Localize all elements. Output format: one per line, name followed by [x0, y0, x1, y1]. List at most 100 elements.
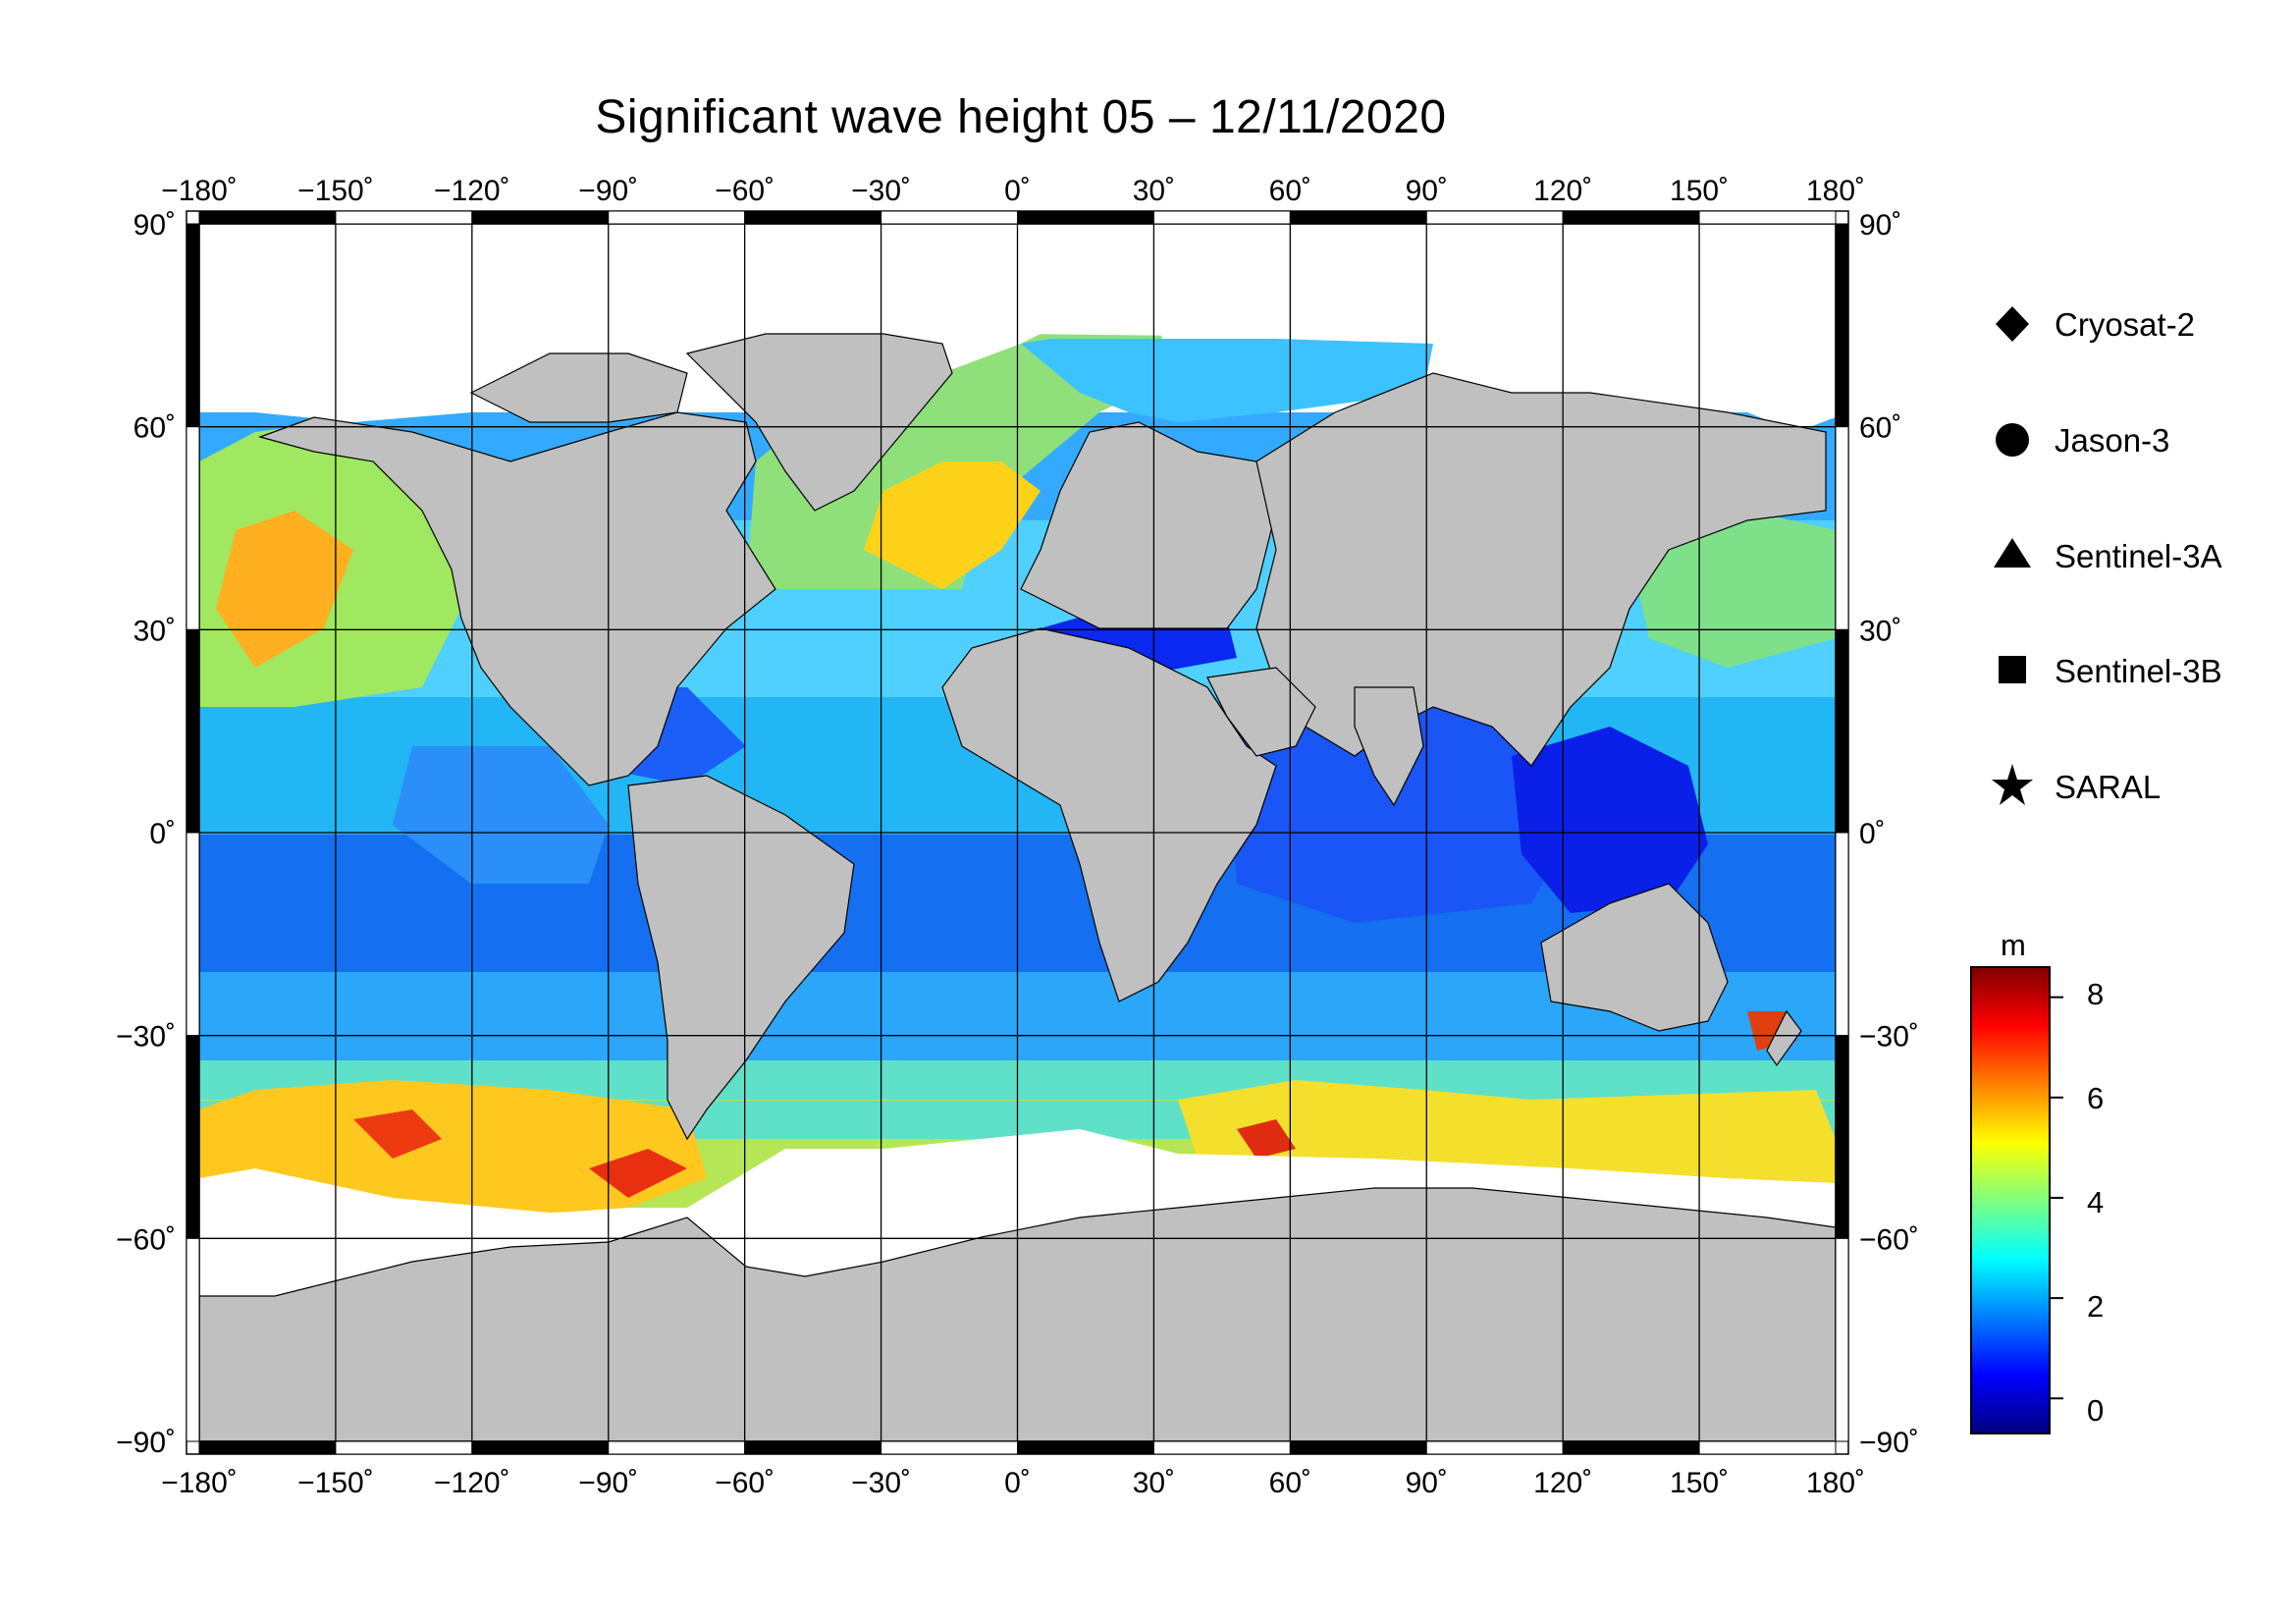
australia [1540, 883, 1729, 1032]
colorbar-unit: m [2001, 928, 2026, 962]
frame-bar-top [1289, 210, 1427, 225]
lon-tick-label-top: −120˚ [434, 175, 510, 207]
frame-bar-left [186, 1237, 200, 1442]
lon-tick-label-bottom: −60˚ [715, 1467, 774, 1499]
lat-tick-label-left: 0˚ [149, 818, 176, 850]
lon-tick-label-top: 90˚ [1406, 175, 1448, 207]
frame-bar-right [1835, 223, 1849, 428]
canadian-archipelago [469, 352, 688, 423]
frame-bar-right [1835, 1237, 1849, 1442]
frame-bar-top [335, 210, 473, 225]
lon-tick-label-top: −60˚ [715, 175, 774, 207]
lat-tick-label-right: −30˚ [1859, 1021, 1919, 1054]
frame-bar-left [186, 832, 200, 1037]
lon-tick-label-top: 180˚ [1806, 175, 1865, 207]
lon-tick-label-bottom: −120˚ [434, 1467, 510, 1499]
frame-bar-left [186, 628, 200, 834]
map-frame [186, 210, 1849, 1455]
indian-ocean-calm [1227, 707, 1571, 923]
greenland [685, 333, 953, 512]
lon-tick-label-bottom: 150˚ [1670, 1467, 1729, 1499]
colorbar-tick-6: 6 [2087, 1081, 2105, 1115]
north-atlantic-peak [864, 461, 1041, 589]
frame-bar-top [881, 210, 1018, 225]
lon-tick-label-bottom: −90˚ [578, 1467, 638, 1499]
frame-bar-top [1698, 210, 1837, 225]
colorbar [1970, 966, 2051, 1434]
colorbar-ticks [2050, 996, 2063, 1400]
africa [941, 627, 1277, 1002]
frame-bar-top [1425, 210, 1564, 225]
lon-tick-label-top: 120˚ [1533, 175, 1592, 207]
lon-tick-label-top: 0˚ [1004, 175, 1031, 207]
lat-tick-label-right: 90˚ [1859, 209, 1901, 242]
frame-bar-right [1835, 832, 1849, 1037]
frame-bar-bottom [471, 1440, 610, 1455]
lat-tick-label-left: 90˚ [133, 209, 176, 242]
legend-label-sentinel3b: Sentinel-3B [2055, 653, 2222, 689]
frame-bar-top [744, 210, 882, 225]
lon-tick-label-bottom: 180˚ [1806, 1467, 1865, 1499]
north-america [258, 411, 776, 786]
norwegian-sea-swell [1021, 339, 1433, 422]
lat-tick-label-right: −60˚ [1859, 1223, 1919, 1256]
sentinel3b-square-icon [1999, 656, 2026, 683]
frame-bar-top [471, 210, 610, 225]
frame-bar-bottom [1562, 1440, 1700, 1455]
lat-tick-label-right: 60˚ [1859, 412, 1901, 445]
legend-label-saral: SARAL [2055, 769, 2162, 805]
frame-bar-bottom [1017, 1440, 1154, 1455]
southern-ocean-red-2 [589, 1149, 687, 1198]
lon-tick-label-top: 150˚ [1670, 175, 1729, 207]
lon-tick-label-bottom: −150˚ [297, 1467, 374, 1499]
lat-tick-label-right: 0˚ [1859, 818, 1886, 850]
legend-markers [1992, 306, 2033, 805]
sentinel3a-triangle-icon [1994, 538, 2031, 568]
southern-ocean-peak-pacific [199, 1080, 707, 1217]
lat-tick-label-right: 30˚ [1859, 615, 1901, 647]
frame-bar-bottom [744, 1440, 882, 1455]
frame-bar-bottom [1152, 1440, 1291, 1455]
colorbar-tick-2: 2 [2087, 1289, 2105, 1324]
nw-pacific-swell [1629, 511, 1836, 668]
lon-tick-label-bottom: 90˚ [1406, 1467, 1448, 1499]
legend-label-jason: Jason-3 [2055, 422, 2170, 459]
colorbar-tick-0: 0 [2087, 1393, 2105, 1428]
indonesian-seas-calm [1512, 727, 1708, 913]
north-pacific-peak [216, 511, 353, 668]
lat-tick-label-left: −30˚ [116, 1021, 176, 1054]
frame-bar-left [186, 223, 200, 428]
india [1354, 686, 1424, 807]
lon-tick-label-top: −90˚ [578, 175, 638, 207]
frame-bar-bottom [198, 1440, 337, 1455]
east-pacific-calm [393, 746, 609, 884]
lon-tick-label-top: 60˚ [1269, 175, 1311, 207]
lat-tick-label-left: −60˚ [116, 1223, 176, 1256]
colorbar-tick-8: 8 [2087, 977, 2105, 1011]
frame-bar-top [1017, 210, 1154, 225]
lat-tick-label-left: 60˚ [133, 412, 176, 445]
frame-bar-right [1835, 628, 1849, 834]
frame-bar-bottom [1289, 1440, 1427, 1455]
saral-star-icon [1992, 764, 2033, 805]
frame-bar-right [1835, 426, 1849, 630]
lon-tick-label-top: −150˚ [297, 175, 374, 207]
southern-ocean-red-1 [353, 1109, 442, 1159]
south-america [627, 775, 855, 1141]
legend-label-sentinel3a: Sentinel-3A [2055, 538, 2222, 574]
lon-tick-label-top: −180˚ [161, 175, 238, 207]
lon-tick-label-top: −30˚ [851, 175, 911, 207]
lon-tick-label-bottom: 120˚ [1533, 1467, 1592, 1499]
lon-tick-label-bottom: −30˚ [851, 1467, 911, 1499]
lat-tick-label-right: −90˚ [1859, 1427, 1919, 1459]
tick-labels: −180˚ −180˚ −150˚ −150˚ −120˚ −120˚ −90˚ −90˚ −6… [116, 175, 1919, 1499]
frame-bar-left [186, 426, 200, 630]
frame-bar-bottom [1698, 1440, 1837, 1455]
colorbar-tick-4: 4 [2087, 1185, 2105, 1219]
frame-bar-top [198, 210, 337, 225]
lon-tick-label-top: 30˚ [1133, 175, 1175, 207]
new-zealand [1766, 1009, 1802, 1067]
jason-circle-icon [1996, 423, 2029, 457]
lat-tick-label-left: −90˚ [116, 1427, 176, 1459]
